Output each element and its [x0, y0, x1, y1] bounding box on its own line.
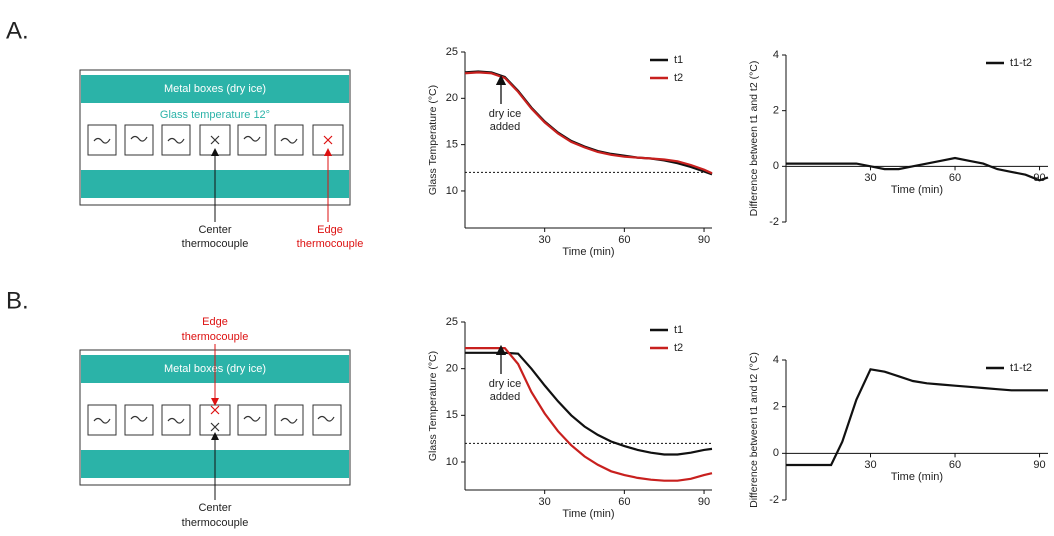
edge-label: thermocouple — [182, 331, 249, 343]
x-tick-label: 60 — [949, 172, 961, 184]
x-axis-label: Time (min) — [562, 246, 614, 258]
x-tick-label: 90 — [1033, 172, 1045, 184]
diagram: Metal boxes (dry ice) Glass temperature … — [79, 69, 364, 250]
panel-label: A. — [6, 17, 29, 44]
y-axis-label: Glass Temperature (°C) — [427, 351, 439, 461]
diagram: Edge thermocouple Metal boxes (dry ice) … — [79, 316, 351, 529]
x-tick-label: 60 — [618, 234, 630, 246]
glass-label: Glass temperature 12° — [160, 109, 270, 121]
y-tick-label: 4 — [773, 49, 779, 61]
series-line — [786, 156, 1049, 182]
y-tick-label: -2 — [769, 494, 779, 506]
y-tick-label: 0 — [773, 447, 779, 459]
x-tick-label: 30 — [539, 234, 551, 246]
series-line — [464, 71, 713, 175]
x-axis-label: Time (min) — [891, 184, 943, 196]
x-tick-label: 60 — [949, 459, 961, 471]
edge-label: thermocouple — [297, 238, 364, 250]
series-line — [786, 368, 1048, 467]
y-tick-label: -2 — [769, 216, 779, 228]
y-axis-label: Glass Temperature (°C) — [427, 85, 439, 195]
legend-label: t1-t2 — [1010, 362, 1032, 374]
y-tick-label: 20 — [446, 92, 458, 104]
y-tick-label: 2 — [773, 401, 779, 413]
band-label: Metal boxes (dry ice) — [164, 83, 266, 95]
center-label: Center — [198, 224, 231, 236]
annotation: dry ice — [489, 108, 521, 120]
x-tick-label: 60 — [618, 496, 630, 508]
y-tick-label: 25 — [446, 316, 458, 328]
x-axis-label: Time (min) — [891, 471, 943, 483]
edge-label: Edge — [317, 224, 343, 236]
legend-label: t2 — [674, 72, 683, 84]
legend-label: t1 — [674, 54, 683, 66]
center-label: thermocouple — [182, 517, 249, 529]
x-tick-label: 90 — [1033, 459, 1045, 471]
y-tick-label: 4 — [773, 354, 779, 366]
center-label: thermocouple — [182, 238, 249, 250]
x-tick-label: 90 — [698, 496, 710, 508]
x-tick-label: 30 — [864, 459, 876, 471]
center-label: Center — [198, 502, 231, 514]
panel-label: B. — [6, 287, 29, 314]
annotation: added — [490, 121, 521, 133]
y-tick-label: 15 — [446, 139, 458, 151]
series-line — [465, 351, 713, 456]
y-tick-label: 0 — [773, 160, 779, 172]
y-tick-label: 10 — [446, 456, 458, 468]
y-tick-label: 2 — [773, 105, 779, 117]
x-axis-label: Time (min) — [562, 508, 614, 520]
y-tick-label: 10 — [446, 185, 458, 197]
annotation: dry ice — [489, 378, 521, 390]
y-axis-label: Difference between t1 and t2 (°C) — [748, 61, 760, 217]
x-tick-label: 30 — [864, 172, 876, 184]
x-tick-label: 90 — [698, 234, 710, 246]
series-line — [465, 347, 713, 482]
annotation: added — [490, 391, 521, 403]
legend-label: t2 — [674, 342, 683, 354]
y-axis-label: Difference between t1 and t2 (°C) — [748, 352, 760, 508]
y-tick-label: 25 — [446, 46, 458, 58]
y-tick-label: 15 — [446, 409, 458, 421]
x-tick-label: 30 — [539, 496, 551, 508]
edge-label: Edge — [202, 316, 228, 328]
y-tick-label: 20 — [446, 363, 458, 375]
legend-label: t1-t2 — [1010, 57, 1032, 69]
legend-label: t1 — [674, 324, 683, 336]
